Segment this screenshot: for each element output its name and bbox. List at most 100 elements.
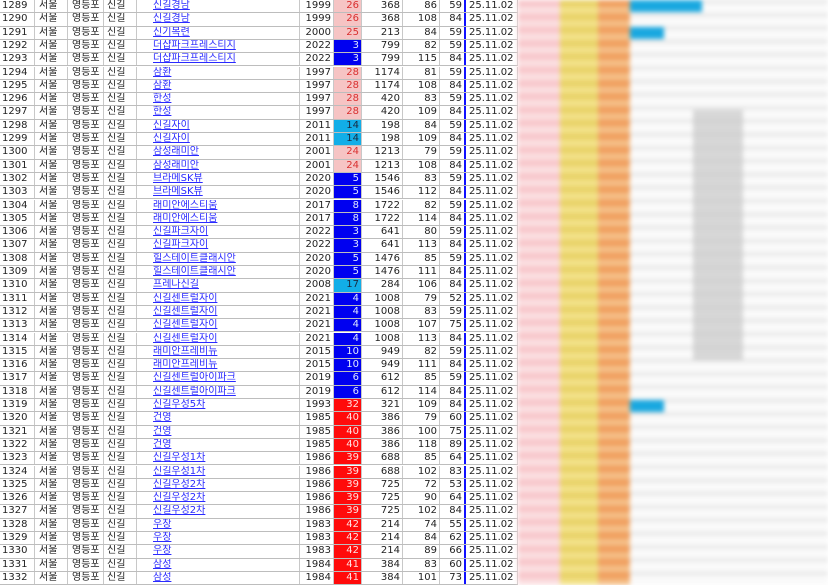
supply-area-cell[interactable]: 118	[403, 438, 440, 452]
table-row[interactable]: 1306 서울 영등포 신길 신길파크자이 2022 3 641 80 59 25.11.02	[0, 226, 518, 240]
households-cell[interactable]: 214	[362, 545, 403, 558]
table-row[interactable]: 1296 서울 영등포 신길 한성 1997 28 420 83 59 25.11.02	[0, 93, 518, 107]
apartment-name-cell[interactable]: 신길우성2차	[137, 505, 300, 518]
city-cell[interactable]: 서울	[35, 13, 68, 26]
households-cell[interactable]: 384	[362, 571, 403, 585]
date-cell[interactable]: 25.11.02	[466, 532, 518, 545]
supply-area-cell[interactable]: 108	[403, 79, 440, 93]
apartment-name-cell[interactable]: 우창	[137, 518, 300, 531]
row-number-cell[interactable]: 1329	[0, 532, 35, 545]
table-row[interactable]: 1319 서울 영등포 신길 신길우성5차 1993 32 321 109 84 25.11.02	[0, 399, 518, 413]
exclusive-area-cell[interactable]: 59	[440, 39, 466, 53]
table-row[interactable]: 1324 서울 영등포 신길 신길우성1차 1986 39 688 102 83 25.11.02	[0, 465, 518, 479]
city-cell[interactable]: 서울	[35, 79, 68, 93]
apartment-link[interactable]: 신길경남	[153, 13, 190, 25]
age-cell[interactable]: 4	[334, 305, 362, 319]
households-cell[interactable]: 1008	[362, 305, 403, 319]
supply-area-cell[interactable]: 83	[403, 305, 440, 319]
exclusive-area-cell[interactable]: 59	[440, 146, 466, 159]
district-cell[interactable]: 영등포	[68, 332, 104, 345]
apartment-name-cell[interactable]: 신길자이	[137, 119, 300, 132]
built-year-cell[interactable]: 1997	[300, 106, 334, 119]
date-cell[interactable]: 25.11.02	[466, 438, 518, 452]
built-year-cell[interactable]: 1986	[300, 505, 334, 518]
neighborhood-cell[interactable]: 신길	[104, 266, 137, 279]
neighborhood-cell[interactable]: 신길	[104, 279, 137, 292]
city-cell[interactable]: 서울	[35, 425, 68, 438]
age-cell[interactable]: 4	[334, 332, 362, 345]
households-cell[interactable]: 799	[362, 53, 403, 66]
city-cell[interactable]: 서울	[35, 172, 68, 186]
apartment-name-cell[interactable]: 프레나신길	[137, 279, 300, 292]
supply-area-cell[interactable]: 82	[403, 199, 440, 212]
row-number-cell[interactable]: 1312	[0, 305, 35, 319]
neighborhood-cell[interactable]: 신길	[104, 79, 137, 93]
apartment-name-cell[interactable]: 우창	[137, 545, 300, 558]
households-cell[interactable]: 213	[362, 26, 403, 39]
supply-area-cell[interactable]: 85	[403, 452, 440, 465]
table-row[interactable]: 1307 서울 영등포 신길 신길파크자이 2022 3 641 113 84 25.11.02	[0, 239, 518, 253]
district-cell[interactable]: 영등포	[68, 133, 104, 146]
city-cell[interactable]: 서울	[35, 532, 68, 545]
date-cell[interactable]: 25.11.02	[466, 359, 518, 372]
neighborhood-cell[interactable]: 신길	[104, 359, 137, 372]
age-cell[interactable]: 39	[334, 505, 362, 518]
exclusive-area-cell[interactable]: 55	[440, 518, 466, 531]
district-cell[interactable]: 영등포	[68, 279, 104, 292]
date-cell[interactable]: 25.11.02	[466, 226, 518, 239]
neighborhood-cell[interactable]: 신길	[104, 425, 137, 438]
neighborhood-cell[interactable]: 신길	[104, 532, 137, 545]
neighborhood-cell[interactable]: 신길	[104, 292, 137, 305]
date-cell[interactable]: 25.11.02	[466, 319, 518, 332]
table-row[interactable]: 1322 서울 영등포 신길 건영 1985 40 386 118 89 25.11.02	[0, 438, 518, 453]
neighborhood-cell[interactable]: 신길	[104, 66, 137, 79]
apartment-name-cell[interactable]: 신길센트럴자이	[137, 319, 300, 332]
exclusive-area-cell[interactable]: 59	[440, 93, 466, 106]
district-cell[interactable]: 영등포	[68, 266, 104, 279]
neighborhood-cell[interactable]: 신길	[104, 13, 137, 26]
apartment-link[interactable]: 래미안에스티움	[153, 199, 218, 211]
built-year-cell[interactable]: 2011	[300, 133, 334, 146]
households-cell[interactable]: 688	[362, 452, 403, 465]
date-cell[interactable]: 25.11.02	[466, 412, 518, 425]
exclusive-area-cell[interactable]: 59	[440, 226, 466, 239]
neighborhood-cell[interactable]: 신길	[104, 252, 137, 265]
supply-area-cell[interactable]: 108	[403, 159, 440, 172]
table-row[interactable]: 1290 서울 영등포 신길 신길경남 1999 26 368 108 84 25.11.02	[0, 13, 518, 27]
city-cell[interactable]: 서울	[35, 266, 68, 279]
district-cell[interactable]: 영등포	[68, 465, 104, 478]
households-cell[interactable]: 384	[362, 558, 403, 571]
district-cell[interactable]: 영등포	[68, 571, 104, 585]
apartment-link[interactable]: 우창	[153, 532, 172, 543]
exclusive-area-cell[interactable]: 84	[440, 13, 466, 26]
age-cell[interactable]: 40	[334, 438, 362, 452]
supply-area-cell[interactable]: 100	[403, 425, 440, 438]
apartment-name-cell[interactable]: 삼환	[137, 79, 300, 93]
row-number-cell[interactable]: 1324	[0, 465, 35, 478]
age-cell[interactable]: 24	[334, 159, 362, 172]
date-cell[interactable]: 25.11.02	[466, 53, 518, 66]
apartment-link[interactable]: 브라메SK뷰	[153, 186, 203, 198]
apartment-link[interactable]: 래미안프레비뉴	[153, 359, 218, 371]
neighborhood-cell[interactable]: 신길	[104, 545, 137, 558]
age-cell[interactable]: 42	[334, 532, 362, 545]
apartment-name-cell[interactable]: 신길파크자이	[137, 239, 300, 252]
built-year-cell[interactable]: 1997	[300, 79, 334, 93]
table-row[interactable]: 1326 서울 영등포 신길 신길우성2차 1986 39 725 90 64 25.11.02	[0, 492, 518, 506]
row-number-cell[interactable]: 1290	[0, 13, 35, 26]
neighborhood-cell[interactable]: 신길	[104, 0, 137, 13]
row-number-cell[interactable]: 1320	[0, 412, 35, 425]
apartment-name-cell[interactable]: 삼성래미안	[137, 146, 300, 159]
apartment-name-cell[interactable]: 신길우성5차	[137, 399, 300, 412]
row-number-cell[interactable]: 1318	[0, 385, 35, 398]
age-cell[interactable]: 5	[334, 186, 362, 199]
date-cell[interactable]: 25.11.02	[466, 478, 518, 492]
date-cell[interactable]: 25.11.02	[466, 133, 518, 146]
apartment-link[interactable]: 신길센트럴아이파크	[153, 372, 236, 384]
district-cell[interactable]: 영등포	[68, 372, 104, 385]
exclusive-area-cell[interactable]: 59	[440, 26, 466, 39]
row-number-cell[interactable]: 1322	[0, 438, 35, 452]
city-cell[interactable]: 서울	[35, 399, 68, 412]
table-row[interactable]: 1294 서울 영등포 신길 삼환 1997 28 1174 81 59 25.11.02	[0, 66, 518, 80]
exclusive-area-cell[interactable]: 89	[440, 438, 466, 452]
